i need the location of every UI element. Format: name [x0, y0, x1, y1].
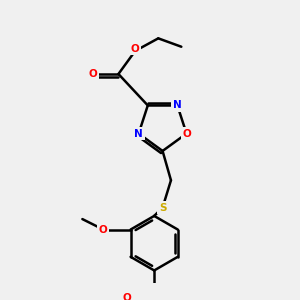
Text: O: O [131, 44, 140, 54]
Text: O: O [123, 293, 131, 300]
Text: O: O [99, 225, 108, 235]
Text: N: N [173, 100, 182, 110]
Text: N: N [134, 129, 143, 139]
Text: O: O [182, 129, 191, 139]
Text: O: O [89, 69, 98, 79]
Text: S: S [159, 202, 166, 212]
